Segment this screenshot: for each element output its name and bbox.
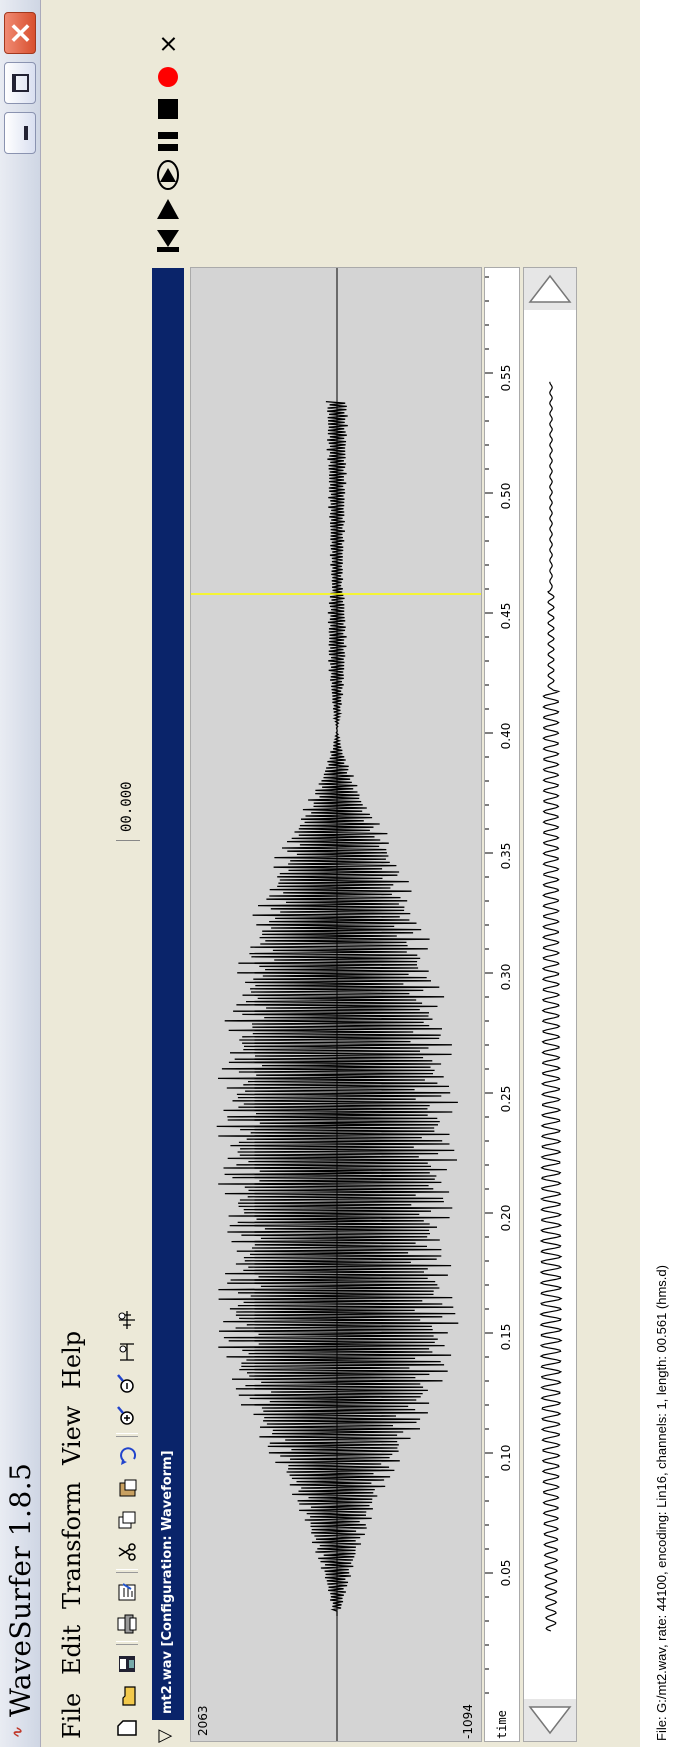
panel-header: ▽ mt2.wav [Configuration: Waveform] × [152, 0, 184, 1747]
y-min-label: -1094 [461, 1704, 475, 1739]
pause-icon[interactable] [155, 128, 181, 154]
scroll-left-arrow-icon[interactable] [524, 1699, 576, 1741]
cut-icon[interactable] [116, 1541, 138, 1563]
tick-label: 0.40 [499, 722, 513, 750]
close-pane-icon[interactable]: × [154, 33, 182, 54]
maximize-icon [12, 74, 29, 92]
file-title-bar: mt2.wav [Configuration: Waveform] [152, 268, 184, 1720]
collapse-arrow-icon[interactable]: ▽ [154, 1729, 175, 1743]
tick-label: 0.05 [499, 1559, 513, 1587]
time-axis-ticks [485, 276, 493, 1694]
zoom-all-icon[interactable] [116, 1309, 138, 1331]
app-logo-icon: ∿ [10, 1727, 26, 1739]
title-bar: ∿ WaveSurfer 1.8.5 × [0, 0, 41, 1747]
zoom-out-icon[interactable] [116, 1373, 138, 1395]
time-axis-label: time [495, 1710, 509, 1739]
menu-file[interactable]: File [58, 1692, 86, 1739]
waveform-pane[interactable]: 2063 -1094 [190, 267, 482, 1742]
maximize-button[interactable] [4, 62, 36, 104]
waveform-trace [216, 400, 459, 1616]
toolbar-separator [116, 1641, 138, 1645]
window-title: WaveSurfer 1.8.5 [4, 1462, 37, 1718]
tick-label: 0.35 [499, 842, 513, 870]
zoom-selection-icon[interactable] [116, 1341, 138, 1363]
zoom-in-icon[interactable] [116, 1405, 138, 1427]
minimize-icon [24, 126, 28, 140]
time-axis: time 0.05 0.10 0.15 0.20 0.25 0.30 0.35 … [484, 267, 520, 1742]
new-file-icon[interactable] [116, 1717, 138, 1739]
status-text: File: G:/mt2.wav, rate: 44100, encoding:… [654, 1265, 669, 1741]
tick-label: 0.20 [499, 1204, 513, 1232]
toolbar-separator [116, 1433, 138, 1437]
tick-label: 0.30 [499, 963, 513, 991]
menu-help[interactable]: Help [58, 1330, 86, 1389]
menu-view[interactable]: View [58, 1405, 86, 1465]
overview-waveform[interactable] [524, 266, 578, 1741]
save-icon[interactable] [116, 1653, 138, 1675]
time-readout: 00.000 [116, 773, 140, 841]
paste-icon[interactable] [116, 1477, 138, 1499]
y-max-label: 2063 [196, 1705, 210, 1736]
minimize-button[interactable] [4, 112, 36, 154]
loop-play-icon[interactable] [155, 158, 181, 192]
menu-transform[interactable]: Transform [58, 1481, 86, 1609]
toolbar-separator [116, 1569, 138, 1573]
print-icon[interactable] [116, 1613, 138, 1635]
tick-label: 0.10 [499, 1444, 513, 1472]
tick-label: 0.55 [499, 364, 513, 392]
toolbar: 00.000 [104, 0, 148, 1747]
overview-trace [539, 381, 563, 1632]
tick-label: 0.15 [499, 1323, 513, 1351]
tick-label: 0.25 [499, 1085, 513, 1113]
menu-edit[interactable]: Edit [58, 1624, 86, 1675]
play-all-icon[interactable] [155, 226, 181, 254]
copy-icon[interactable] [116, 1509, 138, 1531]
close-window-button[interactable]: × [3, 12, 38, 54]
properties-icon[interactable] [116, 1581, 138, 1603]
play-icon[interactable] [155, 196, 181, 222]
overview-scrollbar[interactable] [523, 267, 577, 1742]
tick-label: 0.45 [499, 602, 513, 630]
close-icon: × [3, 20, 38, 46]
record-icon[interactable] [155, 64, 181, 90]
tick-label: 0.50 [499, 482, 513, 510]
undo-icon[interactable] [116, 1445, 138, 1467]
open-folder-icon[interactable] [116, 1685, 138, 1707]
status-bar: File: G:/mt2.wav, rate: 44100, encoding:… [640, 0, 685, 1747]
waveform-plot[interactable] [191, 267, 482, 1741]
scroll-right-arrow-icon[interactable] [524, 268, 576, 310]
stop-icon[interactable] [155, 96, 181, 122]
